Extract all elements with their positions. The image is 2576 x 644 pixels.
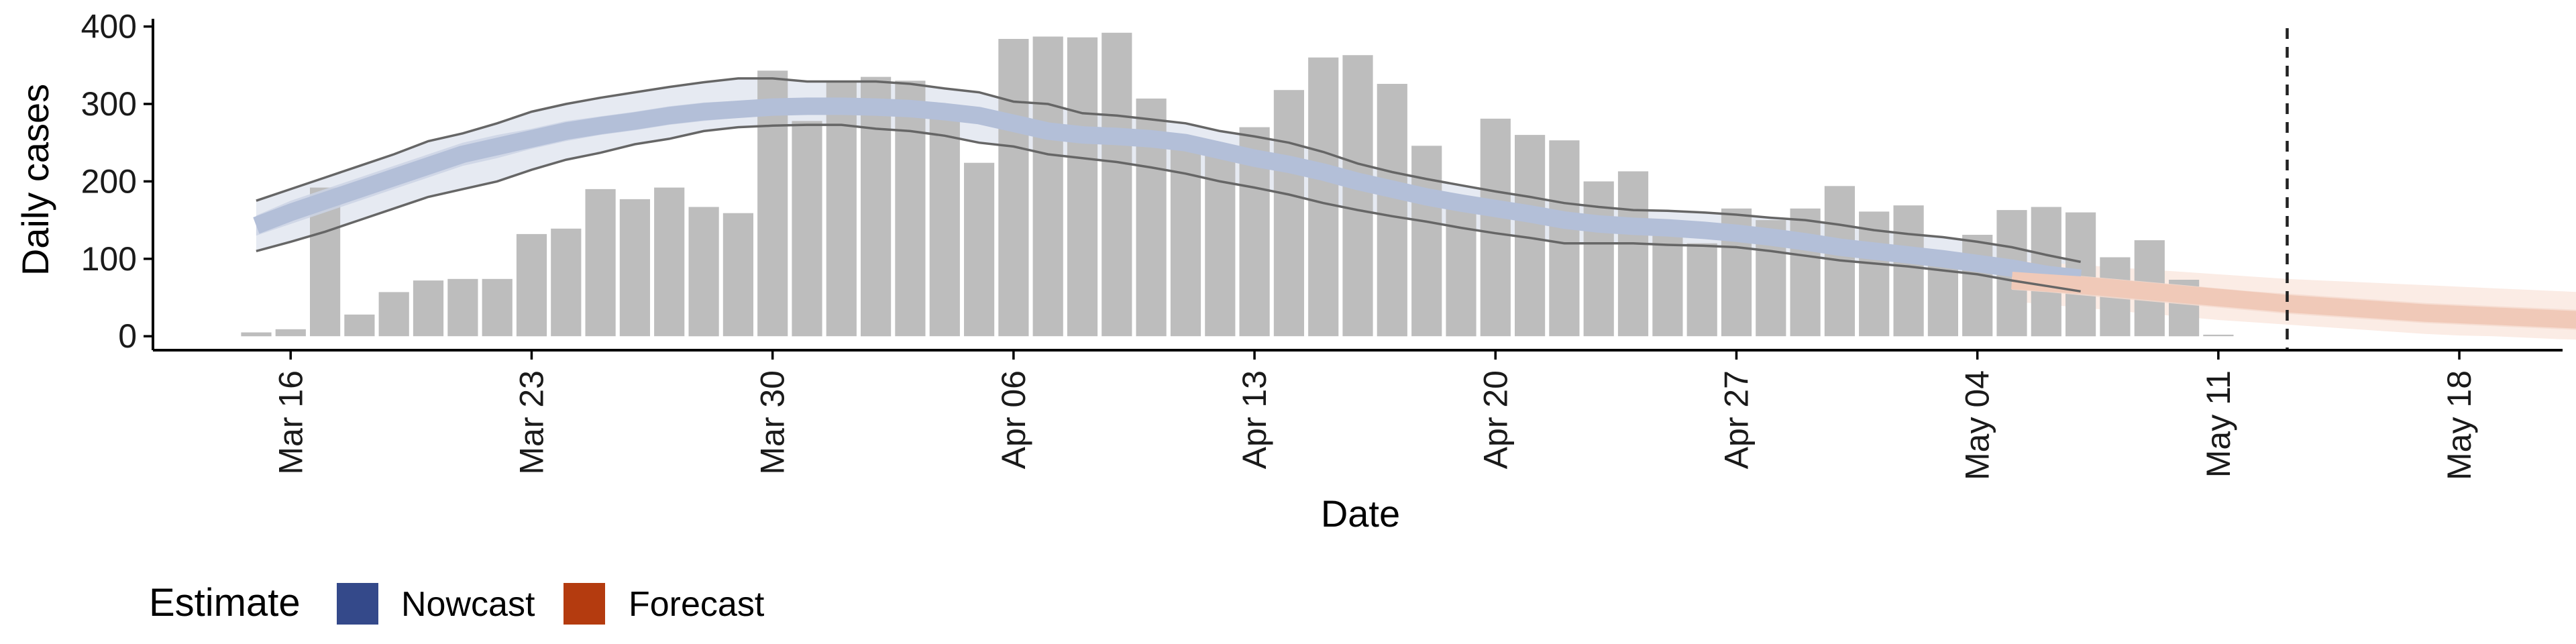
legend: Estimate Nowcast Forecast: [149, 581, 765, 625]
bar-daily-cases: [1032, 36, 1063, 337]
bar-daily-cases: [1927, 262, 1958, 337]
bar-daily-cases: [275, 329, 306, 337]
bar-daily-cases: [1893, 205, 1924, 337]
x-axis-title: Date: [1321, 492, 1400, 535]
bar-daily-cases: [482, 278, 513, 337]
bar-daily-cases: [895, 80, 926, 337]
x-tick-label: Mar 30: [754, 370, 792, 475]
bar-daily-cases: [241, 332, 272, 337]
bar-daily-cases: [1617, 171, 1649, 337]
bar-daily-cases: [1273, 90, 1304, 337]
bar-daily-cases: [2203, 334, 2234, 337]
x-tick-label: Apr 20: [1477, 370, 1514, 469]
bar-daily-cases: [1067, 37, 1098, 337]
median-layer: [253, 77, 2576, 329]
bar-daily-cases: [1411, 146, 1442, 337]
bar-daily-cases: [1480, 118, 1511, 337]
nowcast-ci90-lower-line: [256, 123, 2081, 293]
y-tick-label: 100: [81, 240, 137, 278]
bar-daily-cases: [378, 292, 409, 337]
forecast-median-line: [2011, 272, 2576, 329]
legend-swatch-forecast: [564, 583, 605, 625]
x-tick-label: May 11: [2200, 370, 2237, 478]
bar-daily-cases: [1549, 140, 1580, 337]
axes-layer: 0 100 200 300 400 Mar 16 Mar 23 Mar 30 Apr 06 Apr…: [81, 8, 2563, 480]
legend-title: Estimate: [149, 581, 301, 625]
bar-daily-cases: [551, 228, 582, 337]
bar-daily-cases: [619, 199, 650, 337]
bar-daily-cases: [1790, 208, 1821, 337]
bar-daily-cases: [688, 207, 719, 337]
bar-daily-cases: [654, 187, 685, 337]
bar-daily-cases: [585, 189, 616, 337]
nowcast-median-line: [253, 97, 2082, 287]
bar-daily-cases: [964, 162, 995, 337]
bar-daily-cases: [1446, 197, 1477, 337]
bar-daily-cases: [929, 117, 960, 337]
x-tick-label: May 18: [2440, 370, 2478, 480]
bar-daily-cases: [722, 213, 753, 337]
legend-swatch-nowcast: [337, 583, 378, 625]
bar-daily-cases: [1962, 235, 1993, 337]
x-tick-label: Mar 16: [272, 370, 309, 475]
bar-daily-cases: [344, 314, 375, 337]
bar-daily-cases: [1686, 243, 1717, 337]
bar-daily-cases: [516, 233, 547, 337]
legend-label-forecast: Forecast: [629, 585, 765, 624]
bar-daily-cases: [1342, 55, 1373, 337]
x-tick-label: Apr 06: [995, 370, 1032, 469]
bar-daily-cases: [792, 121, 822, 337]
bar-daily-cases: [1308, 57, 1339, 337]
legend-label-nowcast: Nowcast: [401, 585, 535, 624]
y-tick-label: 300: [81, 85, 137, 123]
bar-daily-cases: [861, 76, 892, 337]
y-axis-title: Daily cases: [14, 84, 56, 276]
y-tick-label: 200: [81, 162, 137, 200]
bar-daily-cases: [1205, 146, 1236, 337]
bar-daily-cases: [998, 39, 1029, 337]
bar-daily-cases: [826, 80, 857, 337]
x-tick-label: Apr 27: [1718, 370, 1756, 469]
x-tick-label: Apr 13: [1236, 370, 1273, 469]
bar-daily-cases: [447, 278, 478, 337]
y-tick-label: 0: [118, 317, 137, 355]
bar-daily-cases: [1102, 32, 1132, 337]
x-tick-label: Mar 23: [513, 370, 551, 475]
bar-daily-cases: [1652, 231, 1683, 337]
bar-daily-cases: [413, 280, 444, 337]
x-tick-label: May 04: [1959, 370, 1996, 480]
nowcast-ci90-upper-line: [256, 77, 2081, 264]
bars-layer: [241, 32, 2234, 337]
y-tick-label: 400: [81, 8, 137, 46]
bar-daily-cases: [1377, 84, 1407, 337]
